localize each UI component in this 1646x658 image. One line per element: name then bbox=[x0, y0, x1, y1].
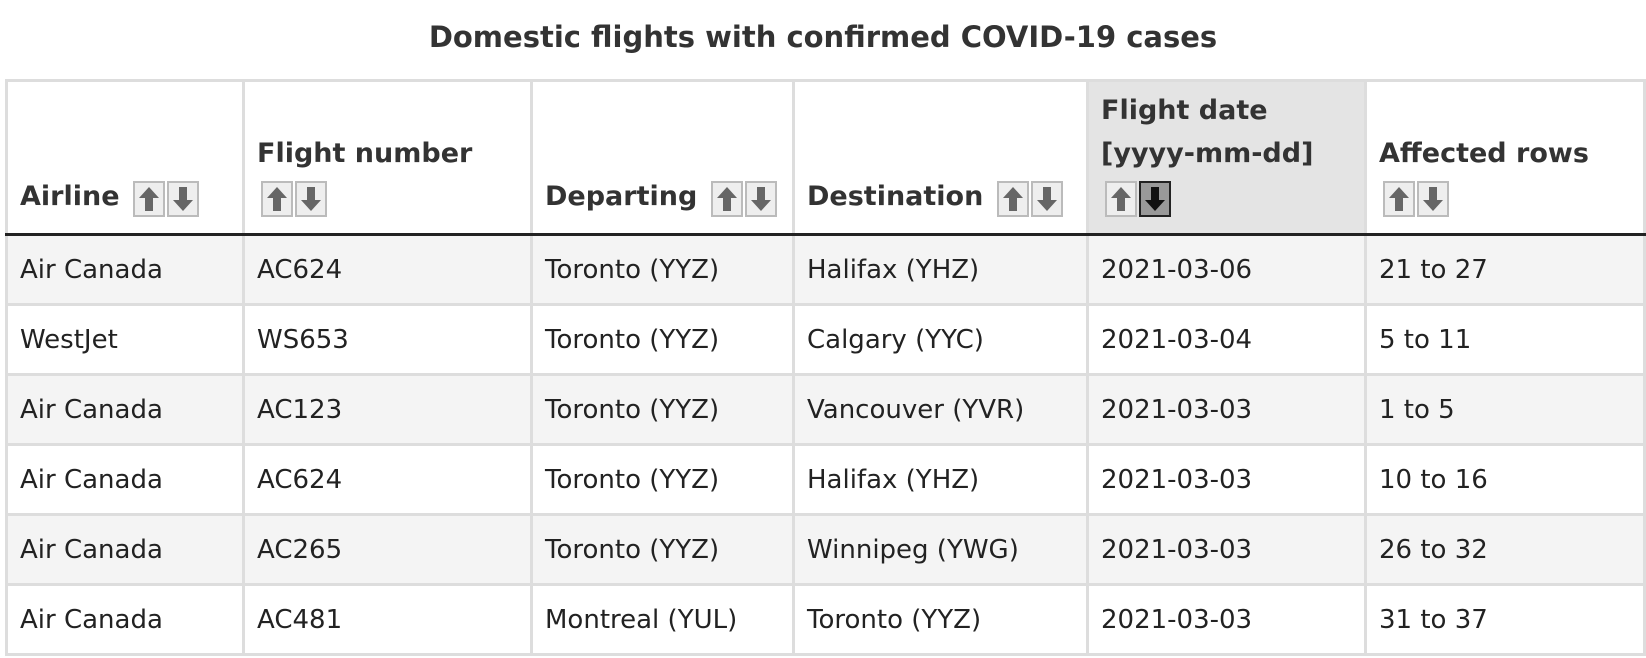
sort-descending-button[interactable] bbox=[1417, 180, 1449, 217]
sort-descending-button[interactable] bbox=[166, 180, 199, 217]
arrow-icon bbox=[750, 186, 771, 211]
column-label: Destination bbox=[807, 181, 984, 212]
arrow-icon bbox=[716, 186, 737, 211]
table-cell: AC624 bbox=[242, 233, 533, 306]
column-header: Destination bbox=[792, 79, 1089, 236]
column-label: Airline bbox=[20, 181, 120, 212]
flights-table: Airline Flight number Departing Destinat… bbox=[5, 79, 1646, 656]
table-cell: 2021-03-03 bbox=[1086, 443, 1367, 516]
table-cell: AC481 bbox=[242, 583, 533, 656]
sort-ascending-button[interactable] bbox=[1383, 180, 1415, 217]
table-cell: 26 to 32 bbox=[1364, 513, 1646, 586]
sort-buttons bbox=[996, 176, 1065, 219]
table-cell: 2021-03-06 bbox=[1086, 233, 1367, 306]
table-cell: WestJet bbox=[5, 303, 245, 376]
arrow-icon bbox=[1111, 186, 1131, 211]
table-row: Air Canada AC481 Montreal (YUL) Toronto (YY… bbox=[5, 583, 1646, 656]
sort-buttons bbox=[261, 176, 329, 219]
table-cell: Toronto (YYZ) bbox=[530, 233, 795, 306]
sort-ascending-button[interactable] bbox=[710, 180, 743, 217]
table-row: WestJet WS653 Toronto (YYZ) Calgary (YYC) 20… bbox=[5, 303, 1646, 376]
arrow-icon bbox=[1423, 186, 1443, 211]
table-cell: Calgary (YYC) bbox=[792, 303, 1089, 376]
table-cell: 2021-03-03 bbox=[1086, 373, 1367, 446]
column-label: Flight number bbox=[257, 138, 473, 169]
sort-buttons bbox=[1383, 176, 1451, 219]
arrow-icon bbox=[301, 186, 321, 211]
table-cell: Air Canada bbox=[5, 373, 245, 446]
table-cell: Toronto (YYZ) bbox=[530, 303, 795, 376]
table-cell: AC265 bbox=[242, 513, 533, 586]
column-header: Flight date [yyyy-mm-dd] bbox=[1086, 79, 1367, 236]
table-cell: 5 to 11 bbox=[1364, 303, 1646, 376]
table-cell: 10 to 16 bbox=[1364, 443, 1646, 516]
sort-ascending-button[interactable] bbox=[132, 180, 165, 217]
table-row: Air Canada AC624 Toronto (YYZ) Halifax (YHZ… bbox=[5, 443, 1646, 516]
arrow-icon bbox=[1002, 186, 1023, 211]
table-cell: Toronto (YYZ) bbox=[530, 513, 795, 586]
table-cell: Vancouver (YVR) bbox=[792, 373, 1089, 446]
arrow-icon bbox=[1389, 186, 1409, 211]
header-row: Airline Flight number Departing Destinat… bbox=[5, 79, 1646, 236]
column-header: Flight number bbox=[242, 79, 533, 236]
column-label: Departing bbox=[545, 181, 698, 212]
sort-ascending-button[interactable] bbox=[1105, 180, 1137, 217]
sort-ascending-button[interactable] bbox=[996, 180, 1029, 217]
table-cell: 2021-03-03 bbox=[1086, 583, 1367, 656]
table-cell: 1 to 5 bbox=[1364, 373, 1646, 446]
table-cell: Air Canada bbox=[5, 233, 245, 306]
arrow-icon bbox=[172, 186, 193, 211]
table-cell: 2021-03-04 bbox=[1086, 303, 1367, 376]
arrow-icon bbox=[1145, 186, 1165, 211]
sort-descending-button[interactable] bbox=[744, 180, 777, 217]
arrow-icon bbox=[267, 186, 287, 211]
arrow-icon bbox=[138, 186, 159, 211]
table-cell: 31 to 37 bbox=[1364, 583, 1646, 656]
table-body: Air Canada AC624 Toronto (YYZ) Halifax (YHZ… bbox=[5, 233, 1646, 656]
table-cell: Air Canada bbox=[5, 583, 245, 656]
arrow-icon bbox=[1036, 186, 1057, 211]
table-title: Domestic flights with confirmed COVID-19… bbox=[428, 20, 1218, 54]
table-cell: Montreal (YUL) bbox=[530, 583, 795, 656]
sort-buttons bbox=[132, 176, 201, 219]
table-cell: Winnipeg (YWG) bbox=[792, 513, 1089, 586]
table-cell: Air Canada bbox=[5, 443, 245, 516]
table-cell: AC624 bbox=[242, 443, 533, 516]
table-cell: Air Canada bbox=[5, 513, 245, 586]
sort-buttons bbox=[1105, 176, 1173, 219]
table-cell: Toronto (YYZ) bbox=[530, 443, 795, 516]
table-cell: Toronto (YYZ) bbox=[792, 583, 1089, 656]
table-row: Air Canada AC265 Toronto (YYZ) Winnipeg (YW… bbox=[5, 513, 1646, 586]
column-header: Affected rows bbox=[1364, 79, 1646, 236]
sort-ascending-button[interactable] bbox=[261, 180, 293, 217]
table-row: Air Canada AC624 Toronto (YYZ) Halifax (YHZ… bbox=[5, 233, 1646, 306]
table-cell: 2021-03-03 bbox=[1086, 513, 1367, 586]
table-cell: Halifax (YHZ) bbox=[792, 443, 1089, 516]
table-cell: AC123 bbox=[242, 373, 533, 446]
table-cell: 21 to 27 bbox=[1364, 233, 1646, 306]
column-label: Affected rows bbox=[1379, 138, 1589, 169]
sort-descending-button[interactable] bbox=[1030, 180, 1063, 217]
sort-descending-button[interactable] bbox=[295, 180, 327, 217]
column-header: Departing bbox=[530, 79, 795, 236]
table-cell: Halifax (YHZ) bbox=[792, 233, 1089, 306]
sort-buttons bbox=[710, 176, 779, 219]
table-row: Air Canada AC123 Toronto (YYZ) Vancouver (Y… bbox=[5, 373, 1646, 446]
column-label: Flight date [yyyy-mm-dd] bbox=[1101, 95, 1314, 169]
table-cell: Toronto (YYZ) bbox=[530, 373, 795, 446]
column-header: Airline bbox=[5, 79, 245, 236]
sort-descending-button[interactable] bbox=[1139, 180, 1171, 217]
table-cell: WS653 bbox=[242, 303, 533, 376]
